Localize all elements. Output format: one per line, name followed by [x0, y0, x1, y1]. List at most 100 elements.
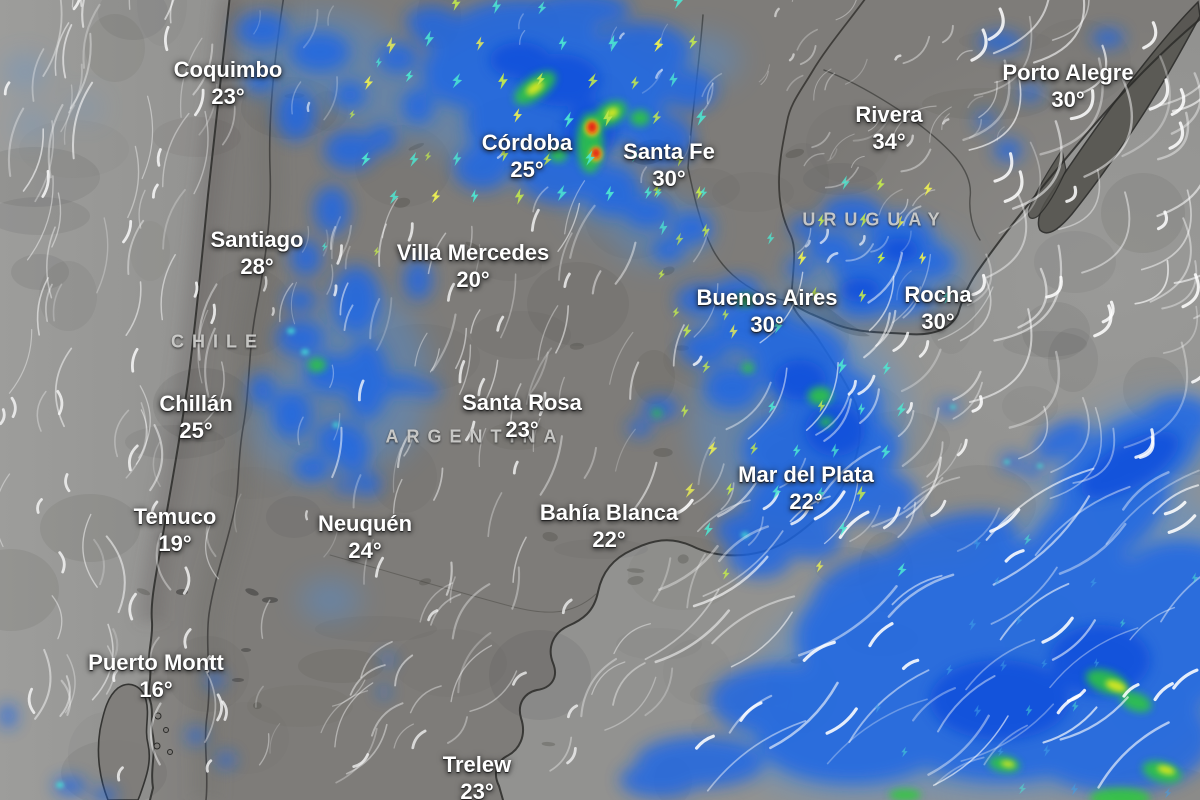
- lightning-icon: [431, 189, 441, 204]
- city-label[interactable]: Mar del Plata 22°: [738, 462, 874, 516]
- wind-streak: [427, 609, 439, 622]
- city-label[interactable]: Puerto Montt 16°: [88, 650, 224, 704]
- wind-streak: [655, 68, 663, 79]
- city-temperature: 16°: [139, 677, 173, 702]
- wind-streak: [826, 698, 928, 765]
- wind-streak: [1149, 217, 1192, 303]
- rain-blob: [652, 409, 662, 417]
- wind-streak: [360, 640, 393, 679]
- wind-streak: [34, 648, 52, 720]
- city-label[interactable]: Córdoba 25°: [482, 130, 572, 184]
- city-label[interactable]: Buenos Aires 30°: [696, 285, 837, 339]
- city-label[interactable]: Neuquén 24°: [318, 511, 412, 565]
- wind-streak: [1050, 396, 1090, 474]
- wind-streak: [82, 3, 101, 69]
- lightning-icon: [537, 1, 547, 15]
- wind-streak: [901, 407, 940, 467]
- city-label[interactable]: Rivera 34°: [855, 102, 922, 156]
- wind-streak: [233, 493, 242, 533]
- wind-streak: [686, 553, 707, 609]
- lightning-icon: [817, 399, 826, 413]
- wind-streak: [262, 276, 268, 292]
- wind-streak: [430, 593, 461, 626]
- thunder-zone: [681, 318, 907, 580]
- wind-streak: [1003, 170, 1024, 203]
- lightning-icon: [364, 75, 374, 90]
- terrain-patch: [478, 251, 542, 281]
- wind-streak: [538, 391, 547, 417]
- lightning-icon: [768, 400, 777, 414]
- wind-streak: [978, 80, 998, 119]
- wind-streak: [339, 224, 353, 258]
- lightning-icon: [817, 214, 826, 228]
- wind-streak: [47, 103, 64, 179]
- wind-streak: [125, 402, 147, 479]
- city-label[interactable]: Temuco 19°: [134, 504, 217, 558]
- rain-blob: [272, 390, 312, 438]
- city-label[interactable]: Rocha 30°: [904, 282, 971, 336]
- city-label[interactable]: Santa Fe 30°: [623, 139, 715, 193]
- lightning-icon: [1015, 615, 1023, 626]
- wind-streak: [69, 32, 92, 110]
- wind-streak: [629, 361, 640, 400]
- wind-streak: [968, 118, 983, 139]
- city-temperature: 30°: [750, 312, 784, 337]
- lightning-icon: [405, 69, 414, 83]
- wind-streak: [427, 232, 447, 275]
- city-name: Santiago: [210, 227, 304, 252]
- wind-streak: [22, 128, 45, 192]
- wind-streak: [393, 723, 415, 749]
- wind-streak: [138, 385, 151, 459]
- wind-streak: [1051, 619, 1096, 661]
- city-label[interactable]: Coquimbo 23°: [174, 57, 283, 111]
- wind-streak: [352, 753, 370, 768]
- wind-streak: [942, 118, 950, 125]
- wind-streak: [45, 226, 56, 299]
- wind-streak: [641, 68, 663, 94]
- wind-streak: [333, 412, 341, 441]
- wind-streak: [867, 251, 904, 304]
- wind-streak: [345, 723, 388, 775]
- rain-blob: [978, 32, 1022, 52]
- rain-blob: [308, 358, 326, 372]
- wind-streak: [431, 313, 457, 372]
- rain-blob: [808, 232, 856, 264]
- wind-streak: [1121, 55, 1171, 158]
- wind-streak: [72, 81, 94, 160]
- city-label[interactable]: Santiago 28°: [211, 227, 304, 281]
- wind-streak: [569, 204, 596, 259]
- wind-streak: [994, 64, 1017, 84]
- wind-streak: [41, 170, 50, 198]
- city-label[interactable]: Santa Rosa 23°: [462, 390, 582, 444]
- wind-streak: [847, 379, 857, 396]
- rain-blob: [704, 366, 760, 410]
- city-name: Mar del Plata: [738, 462, 874, 487]
- city-name: Villa Mercedes: [396, 240, 550, 265]
- city-label[interactable]: Trelew 23°: [443, 752, 511, 800]
- lightning-icon: [361, 151, 371, 167]
- country-label: ARGENTINA: [385, 426, 565, 447]
- wind-streak: [528, 351, 549, 396]
- city-temperature: 28°: [240, 254, 274, 279]
- rain-blob: [324, 130, 376, 170]
- lightning-icon: [424, 30, 435, 47]
- city-label[interactable]: Chillán 25°: [159, 391, 232, 445]
- rain-blob: [1092, 29, 1124, 47]
- wind-streak: [930, 499, 947, 518]
- city-label[interactable]: Villa Mercedes 20°: [397, 240, 549, 294]
- rain-blob: [276, 89, 316, 141]
- wind-streak: [971, 273, 986, 297]
- wind-streak: [827, 148, 838, 162]
- wind-streak: [42, 0, 63, 77]
- wind-streak: [179, 37, 203, 118]
- wind-streak: [897, 409, 915, 438]
- terrain-patch: [803, 163, 877, 195]
- wind-streak: [952, 381, 983, 420]
- wind-streak: [183, 628, 192, 649]
- city-label[interactable]: Bahía Blanca 22°: [540, 500, 678, 554]
- city-label[interactable]: Porto Alegre 30°: [1002, 60, 1133, 114]
- wind-streak: [114, 409, 130, 458]
- wind-streak: [956, 507, 1000, 552]
